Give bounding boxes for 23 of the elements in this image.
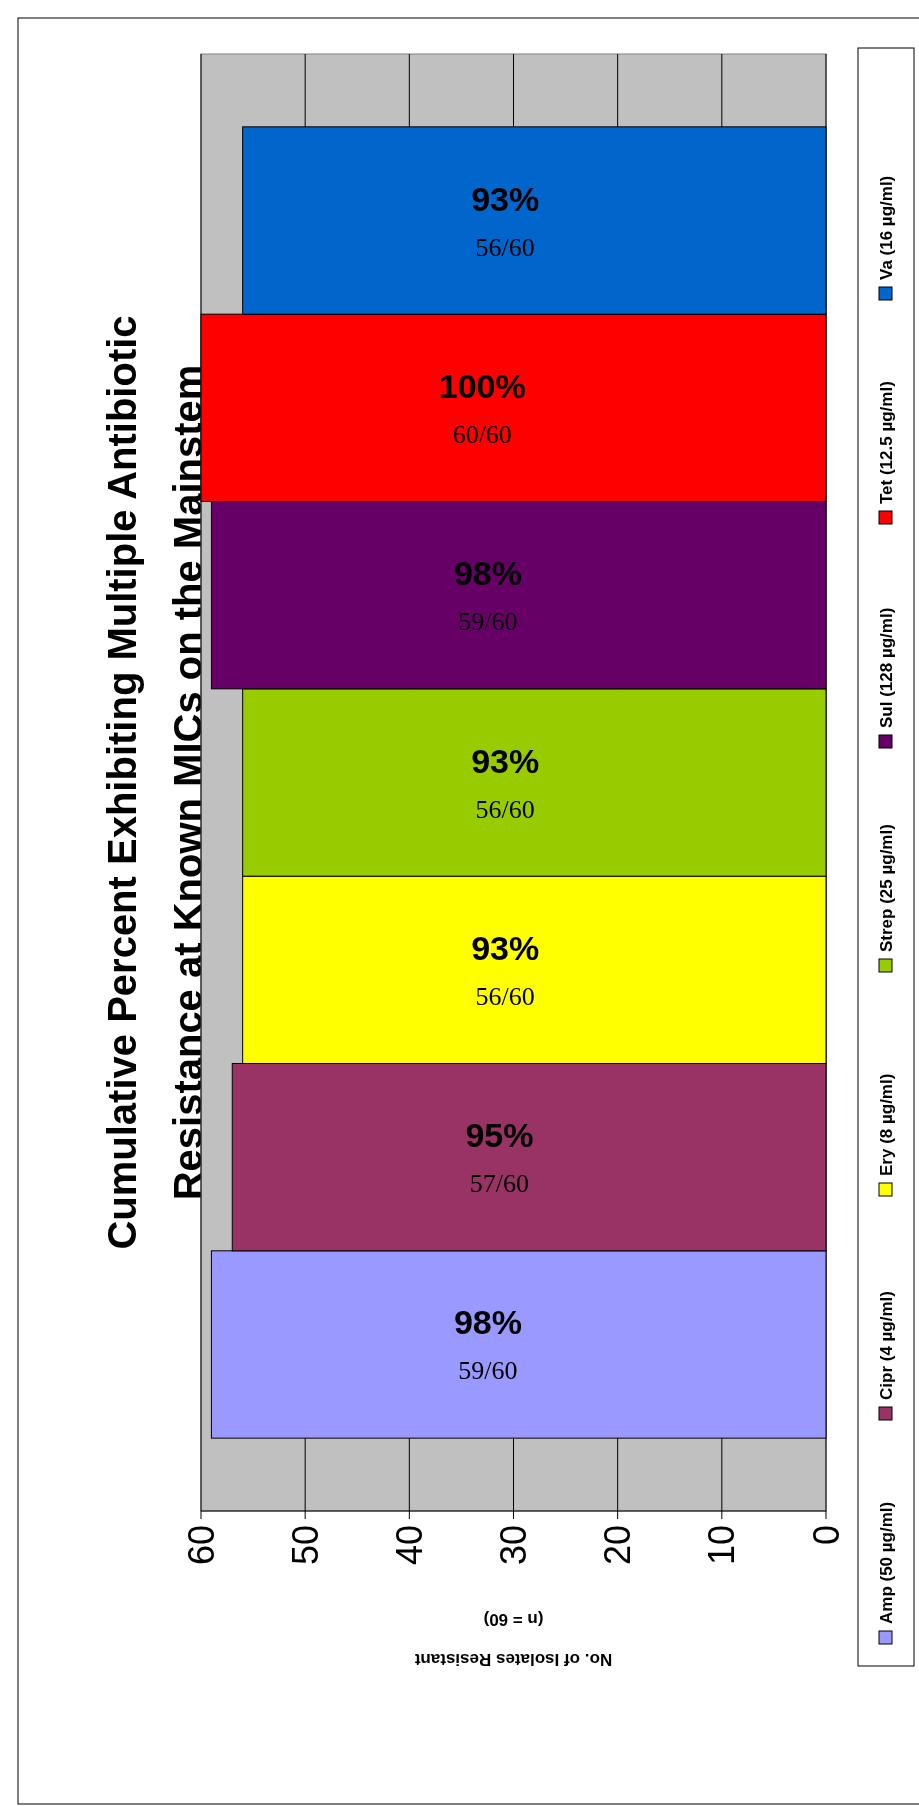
data-label: 98% 59/60: [453, 1303, 523, 1386]
text: Cipr (4 µg/ml): [877, 1291, 896, 1400]
x-tick-label: 60: [180, 1525, 222, 1566]
data-label: 100% 60/60: [438, 366, 526, 449]
text: Amp (50 µg/ml): [877, 1501, 896, 1624]
x-tick-label: 10: [701, 1525, 743, 1566]
data-label: 93% 56/60: [471, 741, 540, 824]
x-tick-label: 20: [597, 1525, 639, 1566]
text: No. of Isolates Resistant (n = 60): [414, 1610, 613, 1669]
text: Tet (12.5 µg/ml): [877, 381, 896, 504]
text: Strep (25 µg/ml): [877, 824, 896, 952]
data-label: 95% 57/60: [465, 1116, 534, 1199]
data-label: 93% 56/60: [471, 928, 540, 1011]
x-tick-label: 50: [284, 1525, 326, 1566]
x-tick-label: 0: [805, 1525, 847, 1546]
text: Cumulative Percent Exhibiting Multiple Antibiotic Resistance at Known MICs on the Mainstem: [100, 315, 210, 1250]
text: Sul (128 µg/ml): [877, 607, 896, 728]
text: Ery (8 µg/ml): [877, 1073, 896, 1176]
data-label: 98% 59/60: [453, 554, 523, 637]
data-label: 93% 56/60: [471, 179, 540, 262]
text: Va (16 µg/ml): [877, 175, 896, 280]
x-tick-label: 40: [388, 1525, 430, 1566]
x-tick-label: 30: [493, 1525, 535, 1566]
